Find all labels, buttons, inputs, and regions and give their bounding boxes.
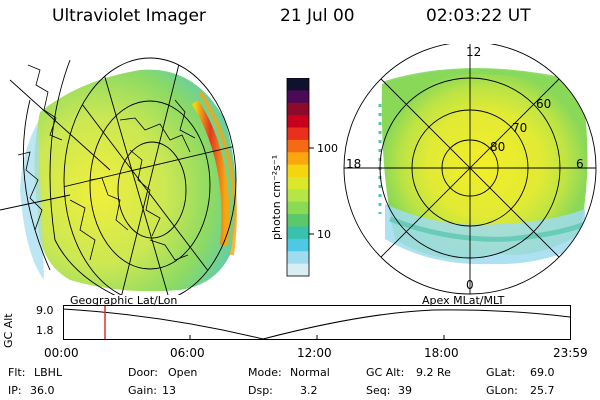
dsp-value: 3.2 [300,384,318,397]
alt-plot-ylabel: GC Alt [2,313,15,348]
glat-value: 69.0 [530,366,555,379]
colorbar-swatch [287,78,309,91]
ip-value: 36.0 [30,384,55,397]
geographic-image-panel [0,57,237,295]
colorbar-unit-label: photon cm⁻²s⁻¹ [270,154,283,240]
gcalt-value: 9.2 Re [416,366,451,379]
mode-label: Mode: [248,366,282,379]
colorbar [286,78,314,277]
flt-value: LBHL [34,366,63,379]
gcalt-label: GC Alt: [366,366,405,379]
mlt-label-18: 18 [346,157,362,171]
altitude-plot [63,305,571,340]
gain-value: 13 [162,384,176,397]
colorbar-swatch [287,201,309,215]
polar-oval-band [385,204,585,265]
ip-label: IP: [8,384,22,397]
polar-panel-label: Apex MLat/MLT [422,294,505,307]
seq-label: Seq: [366,384,391,397]
colorbar-gradient [287,78,309,277]
geo-limb-arc [191,99,230,246]
altitude-curve [63,308,571,340]
colorbar-swatch [287,152,309,166]
mlt-label-12: 12 [466,45,482,59]
alt-xtick-0000: 00:00 [44,346,79,360]
mlt-label-0: 0 [466,278,474,292]
dsp-label: Dsp: [248,384,273,397]
mode-value: Normal [290,366,330,379]
colorbar-swatch [287,251,309,265]
geo-lat-lon-grid [0,57,237,295]
alt-ytick-9: 9.0 [36,304,54,317]
colorbar-swatch [287,127,309,141]
glon-label: GLon: [486,384,518,397]
alt-xtick-1200: 12:00 [297,346,332,360]
colorbar-swatch [287,102,309,116]
colorbar-swatch [287,214,309,228]
colorbar-swatch [287,189,309,203]
colorbar-swatch [287,115,309,129]
glon-value: 25.7 [530,384,555,397]
geo-panel-label: Geographic Lat/Lon [70,294,178,307]
flt-label: Flt: [8,366,26,379]
colorbar-swatch [287,177,309,190]
alt-xtick-1800: 18:00 [424,346,459,360]
colorbar-swatch [287,90,309,104]
polar-emission-region [381,69,588,259]
colorbar-tick-10: 10 [317,228,331,241]
door-label: Door: [128,366,158,379]
observation-time: 02:03:22 UT [426,6,531,26]
mlat-label-60: 60 [536,97,552,111]
alt-ytick-1-8: 1.8 [36,324,54,337]
mlt-label-6: 6 [576,157,584,171]
alt-xtick-0600: 06:00 [170,346,205,360]
polar-grid [343,44,597,295]
seq-value: 39 [398,384,412,397]
mlat-label-70: 70 [512,121,528,135]
colorbar-swatch [287,238,309,252]
colorbar-swatch [287,139,309,153]
colorbar-tick-100: 100 [317,142,338,155]
colorbar-swatch [287,164,309,178]
geo-coastlines [17,64,196,261]
door-value: Open [168,366,198,379]
colorbar-swatch [287,263,309,277]
colorbar-swatch [287,226,309,240]
geo-emission-region [34,69,237,292]
mlat-label-80: 80 [490,140,506,154]
gain-label: Gain: [128,384,157,397]
alt-xtick-2359: 23:59 [553,346,588,360]
polar-image-panel [343,44,597,295]
glat-label: GLat: [486,366,516,379]
image-title: Ultraviolet Imager [52,6,206,26]
observation-date: 21 Jul 00 [280,6,355,26]
